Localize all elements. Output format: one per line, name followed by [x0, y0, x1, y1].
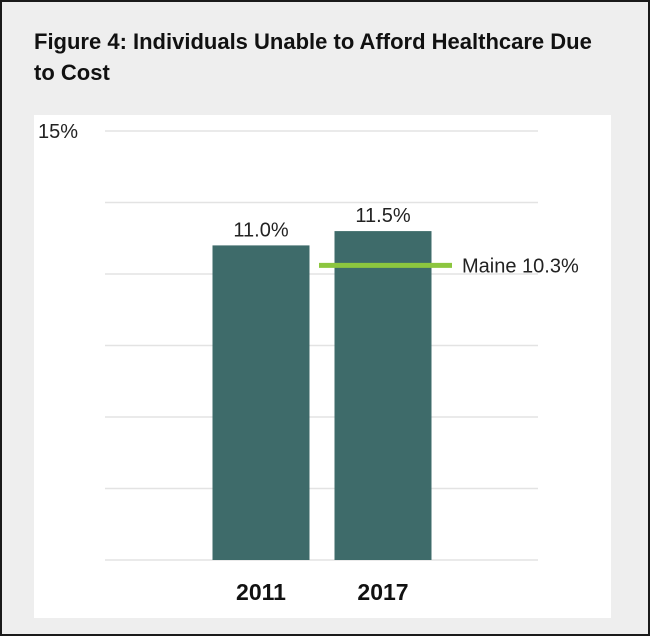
y-tick-label: 15% [38, 121, 78, 143]
chart-panel [34, 115, 611, 618]
reference-line-label: Maine 10.3% [462, 255, 579, 277]
data-label: 11.0% [233, 219, 288, 241]
data-label: 11.5% [355, 205, 410, 227]
chart-title: Figure 4: Individuals Unable to Afford H… [34, 29, 592, 85]
x-tick-label: 2017 [357, 579, 408, 605]
x-tick-label: 2011 [236, 579, 286, 605]
bar-2017 [334, 231, 432, 560]
bar-2011 [212, 245, 310, 560]
